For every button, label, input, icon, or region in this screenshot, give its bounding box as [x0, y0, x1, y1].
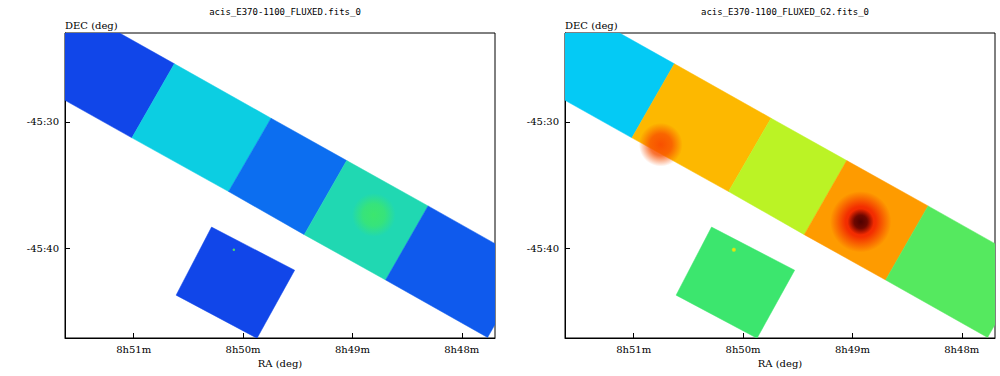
svg-text:acis_E370-1100_FLUXED_G2.fits_: acis_E370-1100_FLUXED_G2.fits_0	[701, 7, 869, 17]
svg-text:-45:30: -45:30	[27, 116, 59, 127]
svg-text:8h48m: 8h48m	[944, 344, 980, 355]
svg-text:RA (deg): RA (deg)	[758, 358, 803, 369]
svg-text:8h51m: 8h51m	[616, 344, 652, 355]
svg-text:8h51m: 8h51m	[116, 344, 152, 355]
svg-text:-45:40: -45:40	[527, 243, 559, 254]
svg-text:8h49m: 8h49m	[335, 344, 371, 355]
svg-text:RA (deg): RA (deg)	[258, 358, 303, 369]
svg-text:8h49m: 8h49m	[835, 344, 871, 355]
svg-text:8h48m: 8h48m	[444, 344, 480, 355]
svg-text:DEC (deg): DEC (deg)	[65, 20, 118, 31]
svg-text:8h50m: 8h50m	[726, 344, 762, 355]
svg-text:DEC (deg): DEC (deg)	[565, 20, 618, 31]
svg-text:-45:40: -45:40	[27, 243, 59, 254]
svg-text:acis_E370-1100_FLUXED.fits_0: acis_E370-1100_FLUXED.fits_0	[209, 7, 361, 17]
svg-text:8h50m: 8h50m	[226, 344, 262, 355]
svg-text:-45:30: -45:30	[527, 116, 559, 127]
